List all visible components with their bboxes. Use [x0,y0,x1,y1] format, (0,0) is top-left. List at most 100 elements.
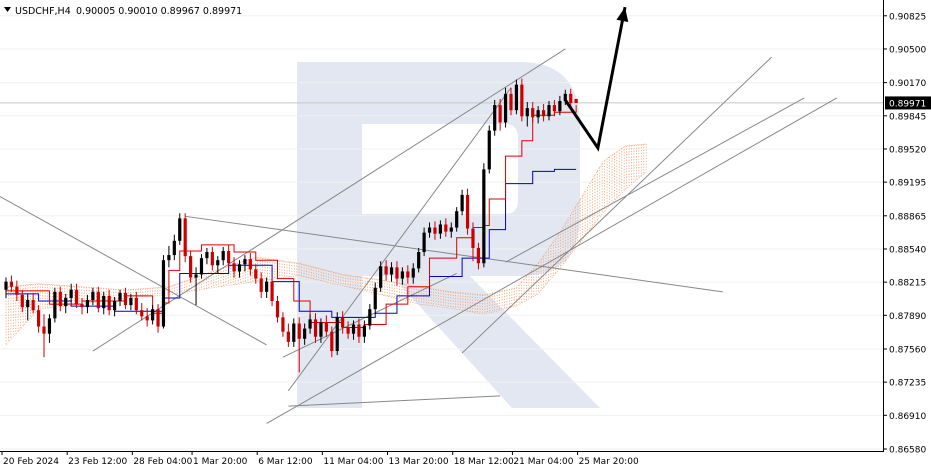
candle [525,102,529,127]
candle [541,104,546,122]
candle [275,295,280,323]
candle-body [330,331,334,352]
trendline [288,395,501,407]
price-label: 0.90500 [889,45,926,55]
candle-body [270,281,274,302]
candle-body [319,322,323,337]
candle-body [69,289,73,298]
header-symbol: USDCHF,H4 [15,6,71,17]
candle [194,267,198,306]
forecast-path [564,6,627,152]
candle [53,287,57,323]
candle [129,293,133,311]
candle-body [42,326,46,334]
candle [357,318,361,343]
candle [31,292,35,314]
candle-body [368,309,372,326]
candle [476,242,481,270]
price-label: 0.89520 [889,145,926,155]
candle [178,213,182,245]
candle-body [547,105,551,117]
candle-body [433,227,437,234]
candle [237,260,242,278]
candle [379,261,383,292]
chart-header: USDCHF,H4 0.90005 0.90010 0.89967 0.8997… [4,6,242,17]
candle [227,244,231,269]
candle [547,100,551,121]
candle [221,246,225,266]
candle [384,260,388,281]
candle [368,304,372,330]
candle [362,320,366,343]
candle [308,314,312,334]
candle [319,318,323,343]
candle [172,234,176,261]
candle [4,277,8,298]
candle [438,220,442,239]
price-label: 0.87235 [889,379,926,389]
candle [536,106,540,124]
candle-body [281,317,285,332]
forecast-arrow [564,6,629,152]
candle [210,246,214,271]
candle-body [427,227,432,233]
candle [460,189,464,216]
candle [91,287,95,306]
candle-body [357,324,361,337]
time-label: 23 Feb 12:00 [68,457,127,467]
candle-body [406,271,410,278]
candle-body [520,84,524,117]
candle [102,291,106,315]
candle [145,308,149,327]
trendline-layer [0,48,838,424]
trendline [461,56,772,354]
candle [520,78,524,122]
candle-body [286,331,290,342]
time-label: 21 Mar 04:00 [513,457,573,467]
candle [113,296,117,317]
candle [151,305,155,325]
candle-body [297,323,301,339]
candle-body [216,260,220,266]
time-label: 25 Mar 20:00 [579,457,639,467]
candle-body [178,218,182,241]
candle-body [26,300,30,308]
candle-body [514,84,519,111]
candle-body [498,105,502,123]
candle-body [558,100,562,112]
candle-body [237,264,242,272]
candle [69,283,73,303]
candle-body [411,268,415,278]
candle-body [438,224,442,234]
price-label: 0.88865 [889,212,926,222]
candle-body [292,323,296,342]
candle-body [172,240,176,256]
candle [552,99,557,117]
time-label: 6 Mar 12:00 [258,457,313,467]
candle [498,98,502,131]
candle [265,277,269,298]
candle-body [265,281,269,292]
candle-body [389,267,394,275]
candle [351,320,356,340]
candle-body [80,304,84,308]
candle-body [552,105,557,112]
header-triangle-icon[interactable] [4,7,11,12]
candle [254,264,258,284]
trendline [505,97,805,263]
candle-body [254,269,258,279]
candle-body [471,228,475,248]
candle-body [4,281,8,290]
candle [36,305,41,333]
candle-body [569,93,573,104]
current-price-marker: 0.89971 [885,96,931,110]
price-label: 0.90825 [889,12,926,22]
candle [161,255,166,329]
candle-body [444,224,448,232]
candle [26,293,30,321]
candle [531,102,535,123]
candle [118,289,122,307]
candle [47,314,52,343]
candle-body [243,259,247,265]
